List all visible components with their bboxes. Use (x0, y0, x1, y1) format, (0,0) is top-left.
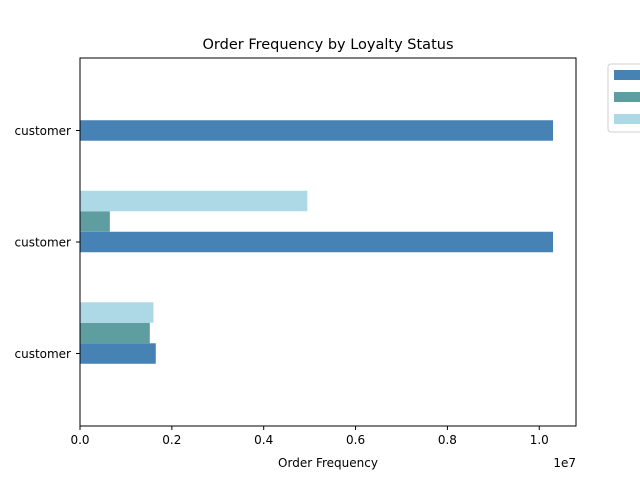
bar (80, 190, 308, 212)
chart-title: Order Frequency by Loyalty Status (203, 37, 454, 53)
legend-swatch (614, 70, 640, 80)
bar (80, 120, 554, 141)
x-tick-label: 0.8 (438, 433, 457, 447)
y-tick-label: customer (14, 236, 71, 250)
y-tick-label: customer (14, 347, 71, 361)
x-tick-label: 0.2 (162, 433, 181, 447)
x-tick-label: 1.0 (530, 433, 549, 447)
x-tick-label: 0.4 (254, 433, 273, 447)
x-tick-label: 0.0 (70, 433, 89, 447)
x-axis: 0.0 0.2 0.4 0.6 0.8 1.0 (70, 426, 549, 447)
bar (80, 343, 156, 364)
y-axis: customer customer customer (14, 124, 80, 361)
y-tick-label: customer (14, 124, 71, 138)
bar (80, 231, 554, 253)
bar (80, 322, 150, 344)
x-tick-label: 0.6 (346, 433, 365, 447)
legend-swatch (614, 114, 640, 124)
legend-swatch (614, 92, 640, 102)
x-axis-label: Order Frequency (278, 456, 378, 470)
legend (607, 63, 640, 133)
bars-group (80, 120, 554, 364)
bar (80, 302, 154, 323)
bar (80, 211, 110, 232)
x-offset-label: 1e7 (553, 456, 576, 470)
